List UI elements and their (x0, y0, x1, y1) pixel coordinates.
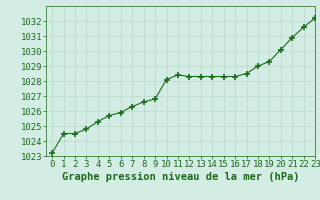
X-axis label: Graphe pression niveau de la mer (hPa): Graphe pression niveau de la mer (hPa) (62, 172, 300, 182)
